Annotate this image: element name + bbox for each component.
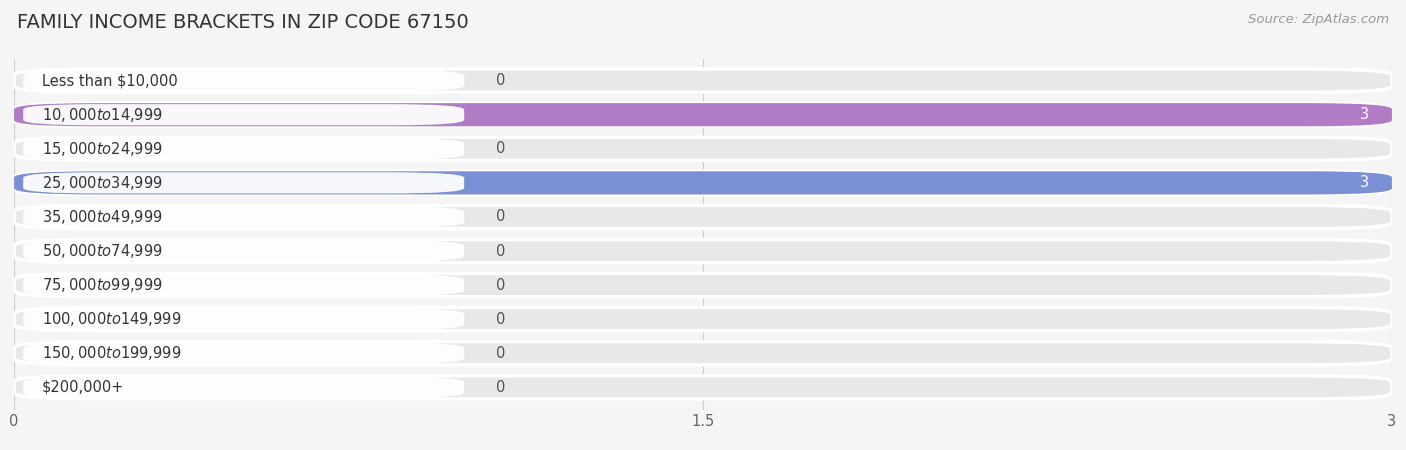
Text: 0: 0 [496,346,506,361]
Text: 3: 3 [1360,176,1369,190]
Text: FAMILY INCOME BRACKETS IN ZIP CODE 67150: FAMILY INCOME BRACKETS IN ZIP CODE 67150 [17,14,468,32]
Text: $150,000 to $199,999: $150,000 to $199,999 [42,344,181,362]
FancyBboxPatch shape [14,376,1392,399]
FancyBboxPatch shape [24,377,464,398]
Text: Source: ZipAtlas.com: Source: ZipAtlas.com [1249,14,1389,27]
FancyBboxPatch shape [14,103,1392,126]
FancyBboxPatch shape [14,137,1392,160]
Text: 0: 0 [496,278,506,292]
Text: $10,000 to $14,999: $10,000 to $14,999 [42,106,163,124]
FancyBboxPatch shape [14,69,1392,92]
FancyBboxPatch shape [24,138,464,159]
Text: 0: 0 [496,209,506,225]
Text: 0: 0 [496,312,506,327]
FancyBboxPatch shape [14,171,1392,194]
Text: $100,000 to $149,999: $100,000 to $149,999 [42,310,181,328]
FancyBboxPatch shape [24,70,464,91]
Text: 0: 0 [496,73,506,88]
FancyBboxPatch shape [14,308,1392,331]
FancyBboxPatch shape [24,207,464,228]
Text: $75,000 to $99,999: $75,000 to $99,999 [42,276,163,294]
Text: 0: 0 [496,380,506,395]
FancyBboxPatch shape [14,103,1392,126]
Text: $35,000 to $49,999: $35,000 to $49,999 [42,208,163,226]
FancyBboxPatch shape [24,172,464,194]
FancyBboxPatch shape [14,239,1392,263]
FancyBboxPatch shape [14,205,1392,229]
FancyBboxPatch shape [24,343,464,364]
Text: $200,000+: $200,000+ [42,380,124,395]
FancyBboxPatch shape [24,240,464,261]
Text: Less than $10,000: Less than $10,000 [42,73,177,88]
Text: 0: 0 [496,141,506,156]
FancyBboxPatch shape [24,104,464,125]
FancyBboxPatch shape [24,309,464,330]
Text: $25,000 to $34,999: $25,000 to $34,999 [42,174,163,192]
Text: 3: 3 [1360,107,1369,122]
Text: $15,000 to $24,999: $15,000 to $24,999 [42,140,163,158]
FancyBboxPatch shape [14,171,1392,194]
FancyBboxPatch shape [14,342,1392,365]
Text: 0: 0 [496,243,506,259]
FancyBboxPatch shape [14,274,1392,297]
FancyBboxPatch shape [24,274,464,296]
Text: $50,000 to $74,999: $50,000 to $74,999 [42,242,163,260]
